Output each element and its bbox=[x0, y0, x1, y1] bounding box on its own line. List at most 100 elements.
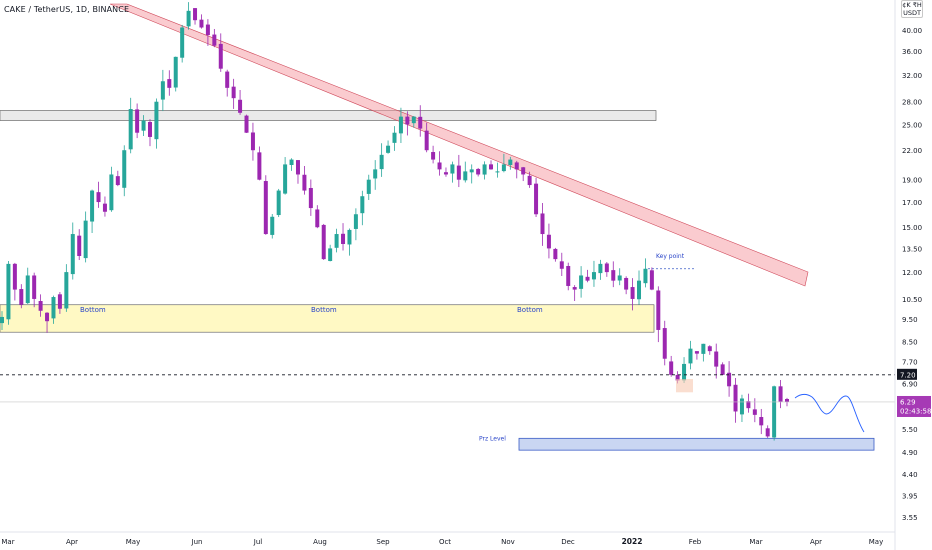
x-tick-label: Mar bbox=[749, 538, 762, 546]
candle-body bbox=[714, 351, 719, 367]
y-tick-label: 9.50 bbox=[902, 316, 918, 324]
bottom-label-2: Bottom bbox=[311, 306, 337, 314]
candle-body bbox=[180, 27, 185, 58]
candle-body bbox=[83, 220, 88, 259]
candle-body bbox=[392, 132, 397, 143]
candle-body bbox=[289, 159, 294, 165]
currency-label: USDT bbox=[903, 9, 921, 17]
x-tick-label: Feb bbox=[689, 538, 702, 546]
candle-body bbox=[70, 234, 75, 275]
prz-zone bbox=[518, 437, 875, 451]
candle-body bbox=[109, 174, 114, 211]
candle-body bbox=[379, 154, 384, 170]
candle-body bbox=[624, 277, 629, 290]
x-tick-label: Aug bbox=[313, 538, 327, 546]
currency-badge[interactable]: ¢K ₹H USDT bbox=[901, 0, 923, 18]
candle-body bbox=[772, 386, 777, 438]
candle-body bbox=[115, 176, 120, 186]
candle-body bbox=[205, 24, 210, 36]
y-tick-label: 12.00 bbox=[902, 269, 922, 277]
candle-body bbox=[778, 386, 783, 402]
candle-body bbox=[649, 270, 654, 290]
candle-body bbox=[77, 235, 82, 256]
y-tick-label: 5.50 bbox=[902, 426, 918, 434]
bottom-label-3: Bottom bbox=[517, 306, 543, 314]
candle-body bbox=[64, 272, 69, 309]
candle-body bbox=[90, 190, 95, 222]
candle-body bbox=[765, 428, 770, 437]
candle-body bbox=[57, 294, 62, 309]
key-point-label: Key point bbox=[656, 253, 685, 260]
candle-body bbox=[263, 181, 268, 235]
candle-body bbox=[643, 268, 648, 284]
bottom-label-1: Bottom bbox=[80, 306, 106, 314]
candle-body bbox=[128, 109, 133, 150]
candle-body bbox=[347, 229, 352, 245]
candle-body bbox=[186, 10, 191, 27]
y-tick-label: 25.00 bbox=[902, 122, 922, 130]
candle-body bbox=[785, 399, 789, 402]
x-tick-label: May bbox=[869, 538, 883, 546]
candle-body bbox=[398, 116, 403, 134]
candle-body bbox=[302, 174, 307, 191]
candle-body bbox=[656, 290, 661, 330]
candle-body bbox=[682, 363, 687, 381]
y-tick-label: 4.90 bbox=[902, 449, 918, 457]
candle-body bbox=[701, 343, 706, 354]
candle-body bbox=[154, 101, 159, 140]
candle-body bbox=[489, 164, 494, 170]
candle-body bbox=[501, 164, 506, 172]
y-tick-label: 4.40 bbox=[902, 471, 918, 479]
candle-body bbox=[630, 287, 635, 299]
y-tick-label: 3.95 bbox=[902, 493, 918, 501]
candle-body bbox=[0, 316, 4, 324]
overlay-layer: Key point Bottom Bottom Bottom Prz Level bbox=[0, 253, 895, 442]
candle-body bbox=[411, 116, 416, 124]
candle-body bbox=[437, 162, 442, 170]
y-tick-label: 22.00 bbox=[902, 147, 922, 155]
candle-body bbox=[218, 43, 223, 69]
y-tick-label: 8.50 bbox=[902, 338, 918, 346]
candle-body bbox=[514, 162, 519, 170]
candle-body bbox=[546, 234, 551, 249]
candle-body bbox=[341, 233, 346, 244]
candle-body bbox=[591, 272, 596, 280]
candle-body bbox=[746, 401, 751, 409]
candle-body bbox=[193, 8, 198, 21]
candle-body bbox=[495, 171, 500, 173]
y-tick-label: 19.00 bbox=[902, 177, 922, 185]
candle-body bbox=[424, 130, 429, 151]
candle-body bbox=[733, 384, 738, 412]
bottom-zone bbox=[0, 304, 655, 333]
candle-body bbox=[366, 179, 371, 194]
candle-body bbox=[19, 289, 24, 305]
candle-body bbox=[38, 301, 43, 311]
candle-body bbox=[585, 276, 590, 281]
candle-body bbox=[225, 71, 230, 88]
candle-body bbox=[257, 152, 262, 180]
x-tick-label: Apr bbox=[66, 538, 78, 546]
resistance-band bbox=[109, 3, 809, 287]
last-price-box bbox=[897, 395, 931, 417]
y-tick-label: 28.00 bbox=[902, 99, 922, 107]
candle-body bbox=[566, 265, 571, 286]
candle-body bbox=[276, 190, 281, 216]
candle-body bbox=[102, 203, 107, 212]
candle-body bbox=[572, 287, 577, 290]
candle-body bbox=[373, 169, 378, 179]
x-tick-label: Nov bbox=[501, 538, 515, 546]
candle-body bbox=[141, 120, 146, 131]
candle-body bbox=[418, 116, 423, 129]
countdown-label: 02:43:58 bbox=[900, 407, 931, 415]
dashed-level-label: 7.20 bbox=[900, 371, 916, 379]
candle-body bbox=[212, 34, 217, 46]
candle-body bbox=[688, 348, 693, 364]
candle-body bbox=[12, 263, 17, 290]
candle-body bbox=[604, 263, 609, 273]
candle-body bbox=[45, 312, 50, 322]
prz-label: Prz Level bbox=[479, 435, 506, 442]
candle-body bbox=[405, 116, 410, 125]
